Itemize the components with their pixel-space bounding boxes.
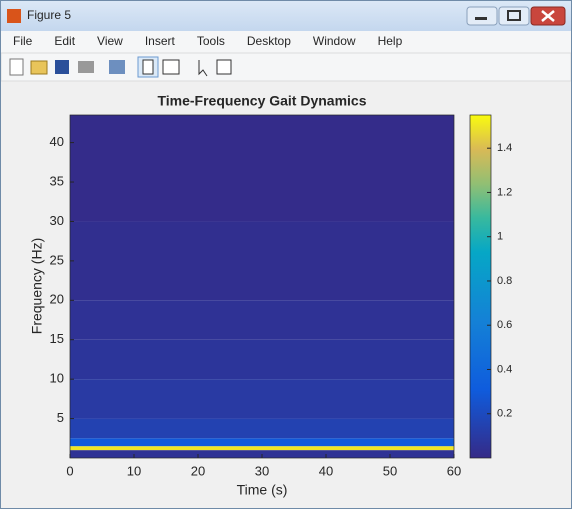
- x-tick-label: 0: [66, 463, 73, 478]
- chart-title: Time-Frequency Gait Dynamics: [157, 93, 366, 109]
- y-tick-label: 15: [50, 331, 64, 346]
- heat-cell: [70, 438, 454, 447]
- open-icon[interactable]: [30, 60, 48, 75]
- menu-item[interactable]: View: [97, 34, 123, 48]
- colorbar-tick-label: 0.4: [497, 363, 512, 375]
- toolbar: [1, 52, 571, 82]
- y-tick-label: 35: [50, 173, 64, 188]
- colorbar-tick-label: 1.2: [497, 186, 512, 198]
- minimize-button[interactable]: [466, 6, 498, 26]
- minimize-icon: [475, 17, 487, 20]
- save-icon[interactable]: [55, 60, 69, 74]
- colorbar-icon: [142, 59, 154, 75]
- maximize-button[interactable]: [498, 6, 530, 26]
- heat-cell: [70, 446, 454, 451]
- heat-cell: [70, 115, 454, 222]
- y-tick-label: 30: [50, 213, 64, 228]
- toolbar-icons: [9, 56, 232, 78]
- x-tick-label: 40: [319, 463, 333, 478]
- y-tick-label: 10: [50, 371, 64, 386]
- colorbar: [469, 114, 492, 459]
- y-tick-label: 25: [50, 252, 64, 267]
- heat-cell: [70, 418, 454, 439]
- property-icon[interactable]: [216, 59, 232, 75]
- print-icon[interactable]: [78, 61, 94, 73]
- window-title: Figure 5: [27, 8, 71, 22]
- link-icon[interactable]: [109, 60, 125, 74]
- menu-item[interactable]: Insert: [145, 34, 176, 48]
- y-tick-label: 5: [57, 410, 64, 425]
- x-axis-label: Time (s): [237, 482, 288, 498]
- menu-bar: [1, 31, 571, 53]
- heatmap: [70, 115, 454, 458]
- menu-item[interactable]: Desktop: [247, 34, 291, 48]
- x-tick-label: 60: [447, 463, 461, 478]
- menu-item[interactable]: Window: [313, 34, 356, 48]
- heat-cell: [70, 221, 454, 301]
- x-tick-label: 50: [383, 463, 397, 478]
- menu-item[interactable]: Tools: [197, 34, 225, 48]
- menu: File Edit View Insert Tools Desktop Window Help: [13, 34, 403, 48]
- heat-cell: [70, 300, 454, 340]
- colorbar-tick-label: 1: [497, 231, 503, 243]
- menu-item[interactable]: File: [13, 34, 33, 48]
- colorbar-tick-label: 0.2: [497, 408, 512, 420]
- x-tick-label: 10: [127, 463, 141, 478]
- legend-icon[interactable]: [162, 59, 180, 75]
- x-tick-label: 20: [191, 463, 205, 478]
- pointer-icon[interactable]: [198, 60, 208, 77]
- x-tick-label: 30: [255, 463, 269, 478]
- menu-item[interactable]: Edit: [54, 34, 75, 48]
- menu-item[interactable]: Help: [378, 34, 403, 48]
- y-axis-label: Frequency (Hz): [29, 238, 45, 334]
- colorbar-tick-label: 1.4: [497, 142, 512, 154]
- colorbar-tick-label: 0.8: [497, 275, 512, 287]
- close-icon: [541, 10, 555, 22]
- maximize-icon: [507, 10, 521, 21]
- new-icon[interactable]: [9, 58, 24, 76]
- y-tick-label: 20: [50, 292, 64, 307]
- colorbar-tick-label: 0.6: [497, 319, 512, 331]
- heat-cell: [70, 339, 454, 380]
- app-icon: [7, 9, 21, 23]
- heat-cell: [70, 379, 454, 419]
- y-tick-label: 40: [50, 134, 64, 149]
